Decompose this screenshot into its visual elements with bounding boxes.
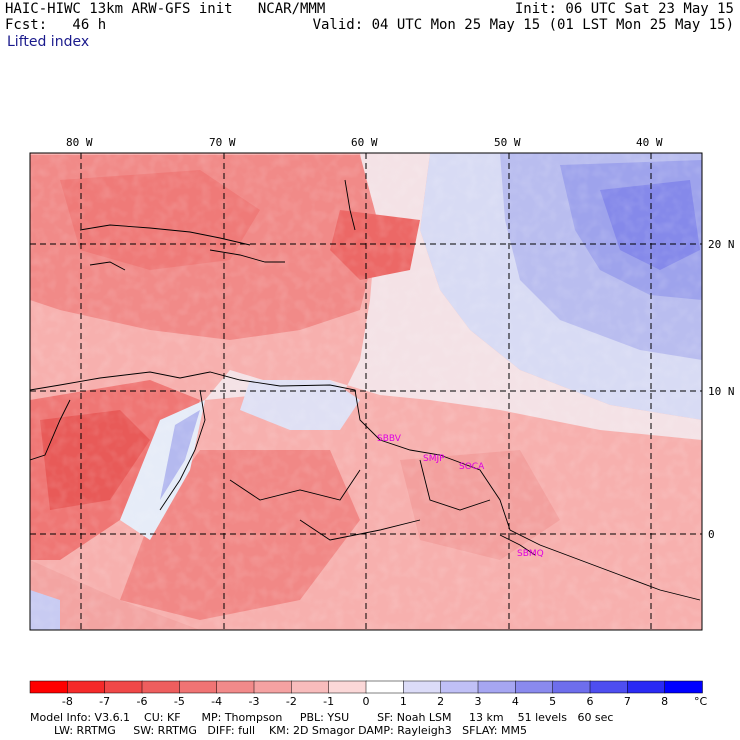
station-label-soca: SOCA: [459, 462, 485, 472]
colorbar-swatch: [477, 680, 517, 694]
colorbar-tick-label: -2: [286, 695, 297, 708]
station-label-sbbv: SBBV: [377, 434, 402, 444]
colorbar-swatch: [440, 680, 479, 694]
colorbar-tick-label: 8: [661, 695, 668, 708]
colorbar-tick-label: -6: [137, 695, 148, 708]
colorbar-swatch: [515, 680, 554, 694]
colorbar-swatch: [552, 680, 591, 694]
colorbar-tick-label: -1: [323, 695, 334, 708]
colorbar-tick-label: -4: [211, 695, 222, 708]
colorbar-swatch: [141, 680, 181, 694]
lat-lon-grid: [30, 153, 702, 630]
lifted-index-map: 80 W 70 W 60 W 50 W 40 W 20 N 10 N 0 SBB…: [29, 136, 735, 708]
lon-label: 40 W: [636, 136, 663, 149]
colorbar-swatch: [589, 680, 629, 694]
colorbar-tick-label: -5: [174, 695, 185, 708]
colorbar-swatch: [29, 680, 69, 694]
colorbar-tick-label: 7: [624, 695, 631, 708]
colorbar-swatch: [664, 680, 703, 694]
model-title: HAIC-HIWC 13km ARW-GFS init NCAR/MMM: [5, 1, 326, 17]
colorbar-tick-label: -7: [99, 695, 110, 708]
colorbar-swatch: [67, 680, 106, 694]
init-time: Init: 06 UTC Sat 23 May 15: [514, 1, 734, 17]
colorbar-tick-label: 1: [400, 695, 407, 708]
colorbar-swatch: [627, 680, 666, 694]
station-label-sbmq: SBMQ: [517, 549, 544, 559]
lat-label: 20 N: [708, 238, 735, 251]
forecast-hour: Fcst: 46 h: [5, 17, 107, 33]
colorbar-swatch: [253, 680, 293, 694]
colorbar-tick-label: 3: [475, 695, 482, 708]
lon-label: 80 W: [66, 136, 93, 149]
colorbar-tick-label: -8: [62, 695, 73, 708]
station-label-smjp: SMJP: [423, 454, 445, 464]
lat-label: 0: [708, 528, 715, 541]
lat-label: 10 N: [708, 385, 735, 398]
colorbar-tick-label: 2: [437, 695, 444, 708]
colorbar-swatch: [291, 680, 330, 694]
colorbar: [29, 680, 703, 694]
lon-label: 50 W: [494, 136, 521, 149]
lon-label: 60 W: [351, 136, 378, 149]
colorbar-labels: -8 -7 -6 -5 -4 -3 -2 -1 0 1 2 3 4 5 6 7 8: [62, 695, 668, 708]
coastlines: [30, 179, 701, 601]
model-info-line2: LW: RRTMG SW: RRTMG DIFF: full KM: 2D Sm…: [54, 724, 527, 737]
colorbar-swatch: [403, 680, 442, 694]
colorbar-swatch: [216, 680, 255, 694]
colorbar-swatch: [328, 680, 367, 694]
colorbar-tick-label: 6: [587, 695, 594, 708]
colorbar-tick-label: 4: [512, 695, 519, 708]
colorbar-swatch: [365, 680, 405, 694]
colorbar-tick-label: 5: [549, 695, 556, 708]
colorbar-swatch: [104, 680, 143, 694]
colorbar-swatch: [179, 680, 218, 694]
field-name: Lifted index: [7, 34, 90, 50]
lon-label: 70 W: [209, 136, 236, 149]
colorbar-tick-label: -3: [249, 695, 260, 708]
colorbar-unit: °C: [694, 695, 708, 708]
model-info-line1: Model Info: V3.6.1 CU: KF MP: Thompson P…: [30, 711, 614, 724]
map-frame: [29, 152, 703, 631]
valid-time: Valid: 04 UTC Mon 25 May 15 (01 LST Mon …: [312, 17, 734, 33]
colorbar-tick-label: 0: [363, 695, 370, 708]
